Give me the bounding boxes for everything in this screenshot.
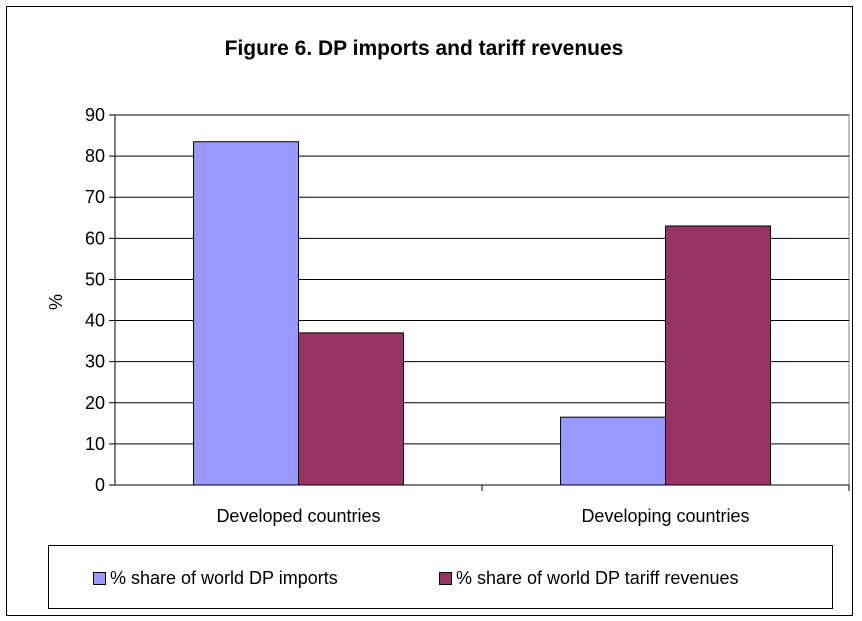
bar-chart: Figure 6. DP imports and tariff revenues… (46, 37, 850, 526)
y-tick-label: 0 (95, 475, 105, 495)
y-tick-label: 10 (85, 434, 105, 454)
axes (109, 114, 850, 491)
x-tick-label: Developing countries (581, 506, 749, 526)
bars (193, 141, 771, 486)
y-axis-label: % (46, 294, 66, 310)
chart-title: Figure 6. DP imports and tariff revenues (225, 37, 624, 60)
legend-item-imports: % share of world DP imports (93, 568, 338, 589)
bar (560, 416, 667, 486)
legend-swatch-tariff-revenues (439, 572, 452, 585)
legend-label-imports: % share of world DP imports (110, 568, 338, 588)
chart-area: Figure 6. DP imports and tariff revenues… (6, 6, 853, 616)
bar (298, 332, 404, 486)
y-tick-label: 90 (85, 105, 105, 125)
x-tick-label: Developed countries (216, 506, 380, 526)
legend: % share of world DP imports % share of w… (48, 545, 833, 609)
y-tick-labels: 0 10 20 30 40 50 60 70 80 90 (85, 105, 105, 495)
legend-item-tariff-revenues: % share of world DP tariff revenues (439, 568, 738, 589)
y-tick-label: 20 (85, 393, 105, 413)
y-tick-label: 70 (85, 187, 105, 207)
bar (193, 141, 299, 486)
y-tick-label: 50 (85, 269, 105, 289)
bar (665, 225, 771, 486)
y-tick-label: 60 (85, 228, 105, 248)
y-tick-label: 40 (85, 311, 105, 331)
legend-swatch-imports (93, 572, 106, 585)
y-tick-label: 30 (85, 352, 105, 372)
y-tick-label: 80 (85, 146, 105, 166)
x-tick-labels: Developed countries Developing countries (216, 506, 749, 526)
legend-label-tariff-revenues: % share of world DP tariff revenues (456, 568, 739, 588)
